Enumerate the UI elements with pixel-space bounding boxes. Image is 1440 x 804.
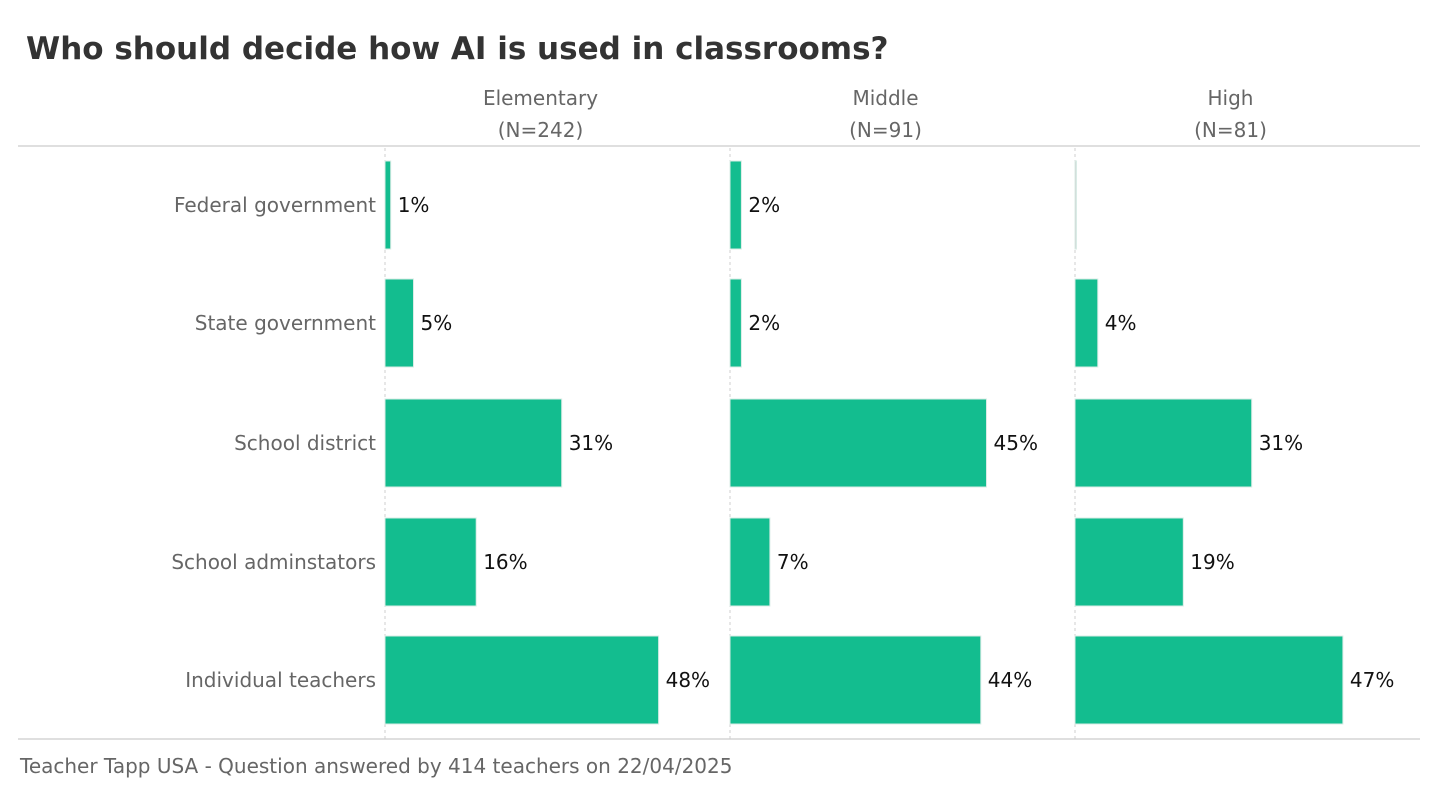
value-label: 19% [1190,550,1234,574]
category-labels: Federal government State government School… [171,193,376,692]
bar [384,517,477,607]
bar [1074,517,1184,607]
category-label: State government [195,311,376,335]
value-label: 31% [569,431,613,455]
bar [729,398,987,488]
value-label: 5% [421,311,453,335]
chart-footer: Teacher Tapp USA - Question answered by … [19,754,732,778]
value-label: 48% [666,668,710,692]
value-label: 47% [1350,668,1394,692]
value-label: 4% [1105,311,1137,335]
bar [1074,398,1253,488]
value-label: 1% [398,193,430,217]
panel-n-label: (N=81) [1194,118,1267,142]
category-label: Federal government [174,193,376,217]
bar [729,517,771,607]
value-label: 45% [994,431,1038,455]
bar [384,160,392,250]
panel-middle: Middle (N=91) 2% 2% 45% 7% 44% [729,86,1038,740]
panel-title: High [1208,86,1254,110]
panel-high: High (N=81) 4% 31% 19% 47% [1074,86,1394,740]
panels: Elementary (N=242) 1% 5% 31% 16% 48% Middle (N=9… [384,86,1394,740]
panel-title: Elementary [483,86,598,110]
value-label: 2% [748,311,780,335]
bar [729,160,742,250]
category-label: Individual teachers [185,668,376,692]
panel-n-label: (N=91) [849,118,922,142]
chart-title: Who should decide how AI is used in clas… [26,31,889,67]
value-label: 16% [483,550,527,574]
bar [384,398,563,488]
category-label: School adminstators [171,550,376,574]
bar [1074,160,1077,250]
value-label: 44% [988,668,1032,692]
bar [1074,635,1344,725]
bar [1074,278,1099,368]
value-label: 2% [748,193,780,217]
value-label: 31% [1259,431,1303,455]
bar [384,278,414,368]
bar [729,635,982,725]
panel-title: Middle [852,86,918,110]
panel-elementary: Elementary (N=242) 1% 5% 31% 16% 48% [384,86,710,740]
category-label: School district [234,431,376,455]
panel-n-label: (N=242) [498,118,584,142]
bar [729,278,742,368]
bar [384,635,660,725]
value-label: 7% [777,550,809,574]
